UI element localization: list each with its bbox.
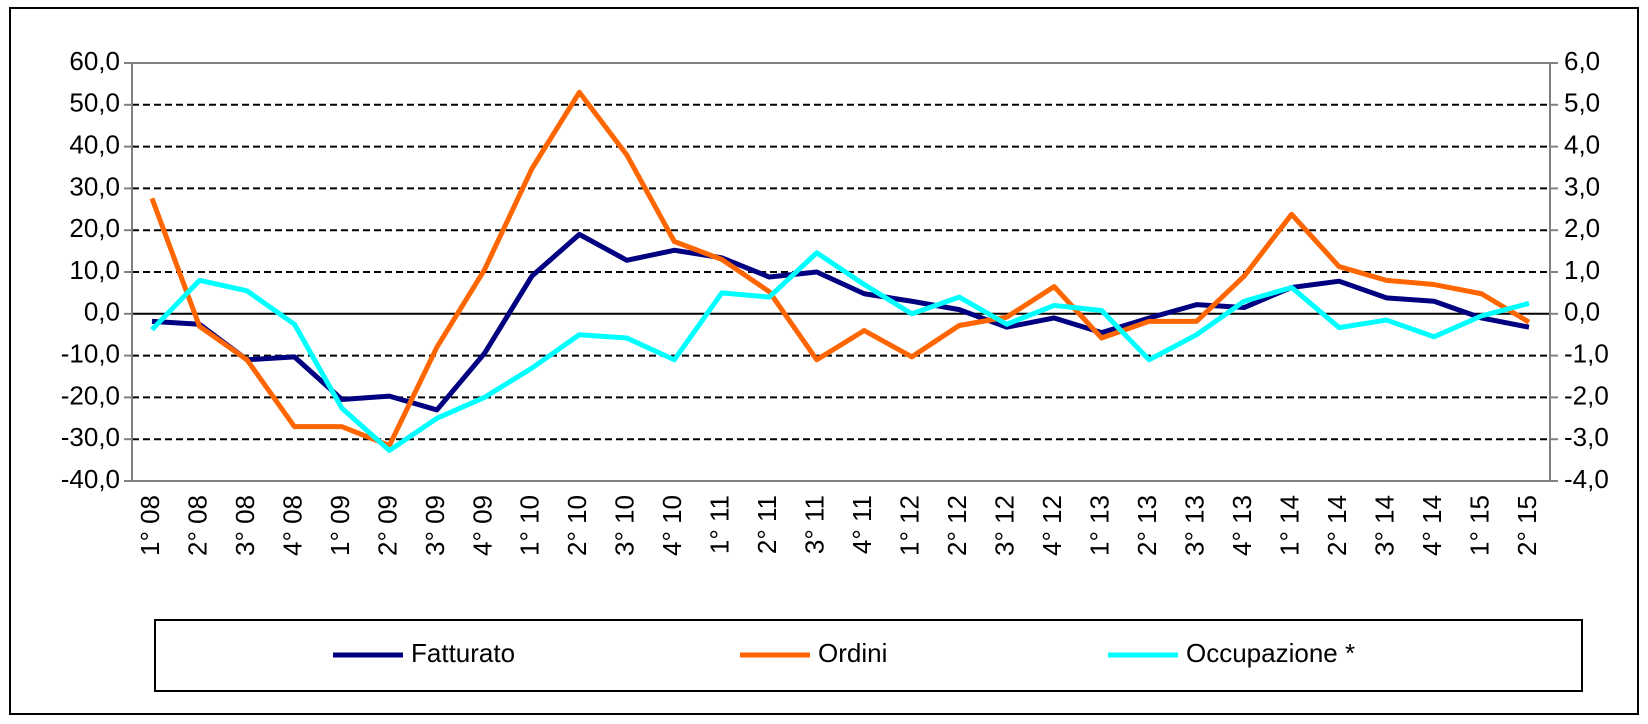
x-tick-label: 4° 10: [657, 495, 687, 556]
x-tick-label: 3° 09: [420, 495, 450, 556]
x-tick-label: 3° 13: [1179, 495, 1209, 556]
y-tick-label: -10,0: [61, 338, 120, 368]
x-tick-label: 1° 13: [1085, 495, 1115, 556]
x-tick-label: 3° 08: [230, 495, 260, 556]
y2-tick-label: -4,0: [1564, 464, 1609, 494]
y-tick-label: -40,0: [61, 464, 120, 494]
x-tick-label: 3° 12: [990, 495, 1020, 556]
x-tick-label: 2° 12: [942, 495, 972, 556]
x-tick-label: 2° 09: [372, 495, 402, 556]
x-tick-label: 1° 15: [1464, 495, 1494, 556]
x-tick-label: 1° 11: [705, 495, 735, 554]
x-tick-label: 2° 10: [562, 495, 592, 556]
legend-label: Fatturato: [411, 638, 515, 668]
y-tick-label: 50,0: [69, 88, 120, 118]
x-tick-label: 4° 11: [847, 495, 877, 554]
y2-tick-label: 1,0: [1564, 255, 1600, 285]
x-tick-label: 1° 10: [515, 495, 545, 556]
x-tick-label: 4° 13: [1227, 495, 1257, 556]
x-tick-label: 1° 08: [135, 495, 165, 556]
y-tick-label: -30,0: [61, 422, 120, 452]
y2-tick-label: 3,0: [1564, 171, 1600, 201]
x-tick-label: 4° 14: [1417, 495, 1447, 556]
y2-tick-label: 0,0: [1564, 297, 1600, 327]
y-tick-label: -20,0: [61, 380, 120, 410]
y2-tick-label: 4,0: [1564, 129, 1600, 159]
y-tick-label: 0,0: [84, 297, 120, 327]
x-tick-label: 3° 11: [800, 495, 830, 554]
x-tick-label: 2° 13: [1132, 495, 1162, 556]
y2-tick-label: -2,0: [1564, 380, 1609, 410]
y2-tick-label: -3,0: [1564, 422, 1609, 452]
x-tick-label: 3° 14: [1369, 495, 1399, 556]
x-tick-label: 4° 08: [277, 495, 307, 556]
x-tick-label: 4° 12: [1037, 495, 1067, 556]
y2-tick-label: -1,0: [1564, 338, 1609, 368]
x-tick-label: 2° 11: [752, 495, 782, 554]
x-tick-label: 2° 08: [182, 495, 212, 556]
legend-label: Occupazione *: [1186, 638, 1355, 668]
y-tick-label: 10,0: [69, 255, 120, 285]
y2-tick-label: 5,0: [1564, 88, 1600, 118]
x-tick-label: 1° 14: [1274, 495, 1304, 556]
y-tick-label: 20,0: [69, 213, 120, 243]
x-tick-label: 1° 12: [895, 495, 925, 556]
legend-label: Ordini: [818, 638, 887, 668]
y-tick-label: 40,0: [69, 129, 120, 159]
chart-frame: [9, 7, 1639, 715]
y2-tick-label: 2,0: [1564, 213, 1600, 243]
series-line: [150, 250, 1530, 453]
x-tick-label: 3° 10: [610, 495, 640, 556]
y2-tick-label: 6,0: [1564, 46, 1600, 76]
x-tick-label: 2° 14: [1322, 495, 1352, 556]
y-tick-label: 30,0: [69, 171, 120, 201]
series-line: [151, 231, 1530, 413]
y-tick-label: 60,0: [69, 46, 120, 76]
x-tick-label: 1° 09: [325, 495, 355, 556]
x-tick-label: 2° 15: [1512, 495, 1542, 556]
x-tick-label: 4° 09: [467, 495, 497, 556]
